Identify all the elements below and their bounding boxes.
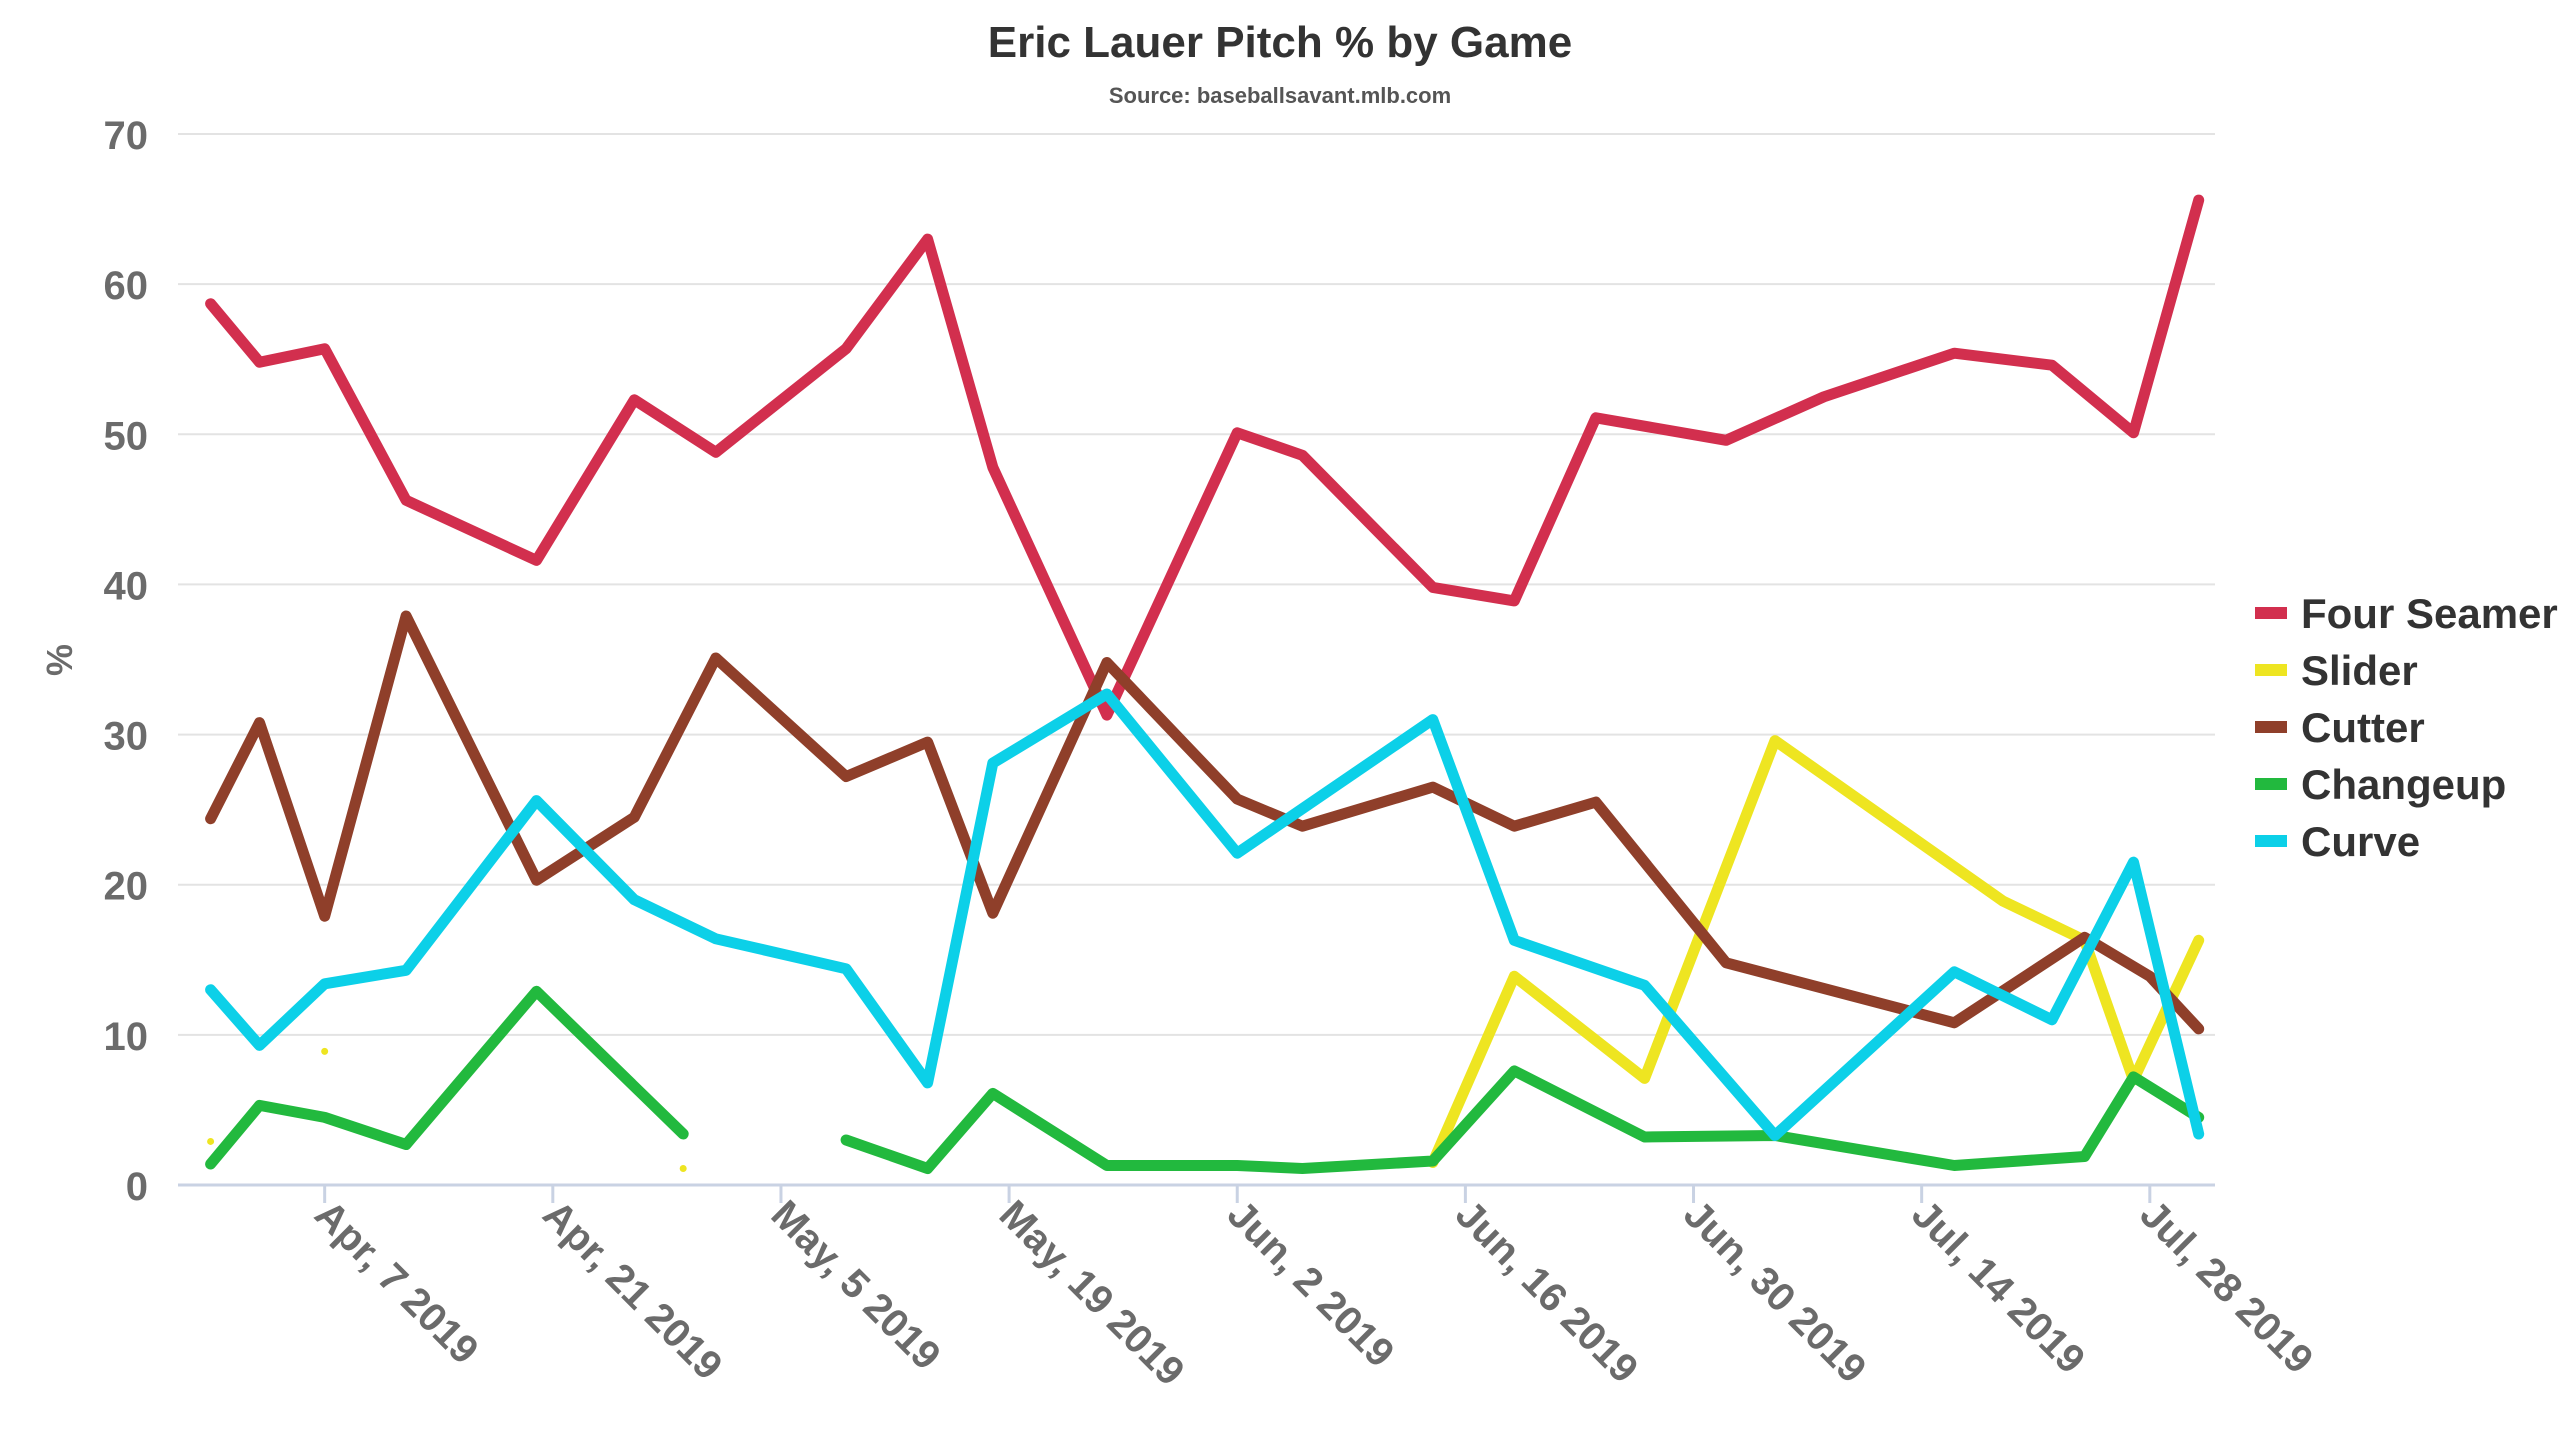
y-tick-label: 20 — [104, 865, 149, 909]
x-tick-label: Jun, 16 2019 — [1447, 1192, 1646, 1391]
legend-label: Curve — [2301, 818, 2420, 865]
legend-item-changeup[interactable]: Changeup — [2255, 761, 2506, 808]
legend-label: Changeup — [2301, 761, 2506, 808]
series-changeup — [205, 985, 2205, 1174]
y-tick-label: 10 — [104, 1015, 149, 1059]
x-tick-label: May, 19 2019 — [991, 1192, 1193, 1394]
y-tick-label: 0 — [126, 1165, 148, 1209]
series-line-four-seamer — [205, 194, 2205, 721]
series-line-cutter — [205, 610, 2205, 1035]
x-tick-label: May, 5 2019 — [763, 1192, 949, 1378]
series-slider — [207, 735, 2205, 1172]
chart-subtitle: Source: baseballsavant.mlb.com — [1109, 83, 1451, 108]
series-four-seamer — [205, 194, 2205, 721]
x-tick-label: Apr, 21 2019 — [534, 1192, 730, 1388]
chart-title: Eric Lauer Pitch % by Game — [988, 18, 1572, 67]
x-tick-label: Jul, 14 2019 — [1903, 1192, 2093, 1382]
series-line-curve — [205, 688, 2205, 1141]
y-tick-label: 30 — [104, 715, 149, 759]
x-tick-label: Jun, 2 2019 — [1219, 1192, 1403, 1376]
x-tick-label: Jun, 30 2019 — [1675, 1192, 1874, 1391]
series-lines — [205, 194, 2205, 1174]
series-line-changeup — [840, 1065, 2205, 1174]
series-cutter — [205, 610, 2205, 1035]
legend-item-curve[interactable]: Curve — [2255, 818, 2420, 865]
y-tick-label: 50 — [104, 414, 149, 458]
legend-item-cutter[interactable]: Cutter — [2255, 704, 2425, 751]
x-tick-label: Jul, 28 2019 — [2131, 1192, 2321, 1382]
legend-label: Slider — [2301, 647, 2418, 694]
data-point-slider — [679, 1164, 687, 1172]
legend-label: Cutter — [2301, 704, 2425, 751]
y-axis-label: % — [39, 644, 80, 676]
data-point-slider — [321, 1047, 329, 1055]
x-tick-label: Apr, 7 2019 — [306, 1192, 486, 1372]
series-curve — [205, 688, 2205, 1141]
series-line-changeup — [205, 985, 689, 1170]
data-point-slider — [207, 1137, 215, 1145]
legend-item-slider[interactable]: Slider — [2255, 647, 2418, 694]
y-tick-label: 40 — [104, 564, 149, 608]
series-line-slider — [1427, 735, 2205, 1168]
y-tick-label: 60 — [104, 264, 149, 308]
legend-label: Four Seamer — [2301, 590, 2558, 637]
x-axis: Apr, 7 2019 Apr, 21 2019 May, 5 2019 May, 1… — [178, 1183, 2321, 1394]
legend: Four Seamer Slider Cutter Changeup Curve — [2255, 590, 2558, 865]
y-axis-ticks: 0 10 20 30 40 50 60 70 — [104, 114, 149, 1209]
legend-item-four-seamer[interactable]: Four Seamer — [2255, 590, 2558, 637]
gridlines — [178, 133, 2215, 1036]
y-tick-label: 70 — [104, 114, 149, 158]
